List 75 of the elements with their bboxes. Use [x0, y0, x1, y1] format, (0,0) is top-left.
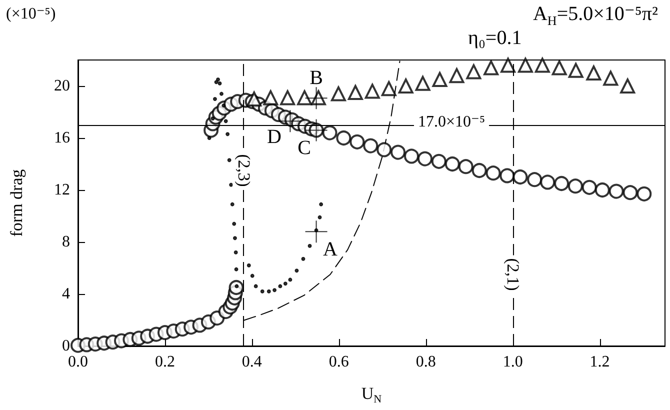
point: [449, 68, 464, 84]
point: [586, 66, 602, 80]
point: [226, 132, 230, 136]
point: [552, 60, 567, 76]
point: [278, 284, 282, 288]
annotation: (2,3): [234, 154, 254, 187]
point: [234, 250, 238, 254]
y-tick-label: 20: [54, 78, 70, 94]
y-tick-label: 0: [62, 338, 70, 354]
point: [318, 215, 322, 220]
point: [207, 136, 212, 140]
point: [319, 202, 324, 206]
point: [620, 78, 636, 94]
x-tick-label: 0.0: [68, 354, 88, 370]
point: [288, 278, 292, 282]
point: [216, 78, 220, 82]
point: [603, 70, 618, 86]
point: [484, 60, 499, 76]
x-tick-label: 1.0: [502, 354, 523, 370]
y-tick-label: 4: [62, 286, 70, 302]
point: [246, 92, 262, 106]
point: [518, 58, 533, 73]
point: [432, 72, 448, 87]
point: [224, 119, 228, 124]
point: [246, 263, 251, 268]
annotation: D: [266, 126, 282, 148]
point: [568, 62, 584, 78]
point: [234, 267, 238, 272]
point: [283, 282, 288, 286]
point: [263, 90, 278, 106]
point: [230, 202, 234, 206]
point: [212, 97, 217, 101]
x-tick-label: 0.8: [416, 354, 436, 370]
point: [297, 90, 312, 106]
annotation: A: [323, 238, 338, 261]
annotation: C: [298, 137, 311, 160]
point: [210, 116, 215, 120]
text: (×10⁻⁵): [6, 6, 56, 22]
point: [301, 256, 306, 261]
point: [500, 58, 516, 73]
point: [272, 288, 277, 292]
annotation: B: [310, 67, 323, 90]
point: [219, 92, 224, 96]
point: [260, 289, 264, 294]
annotation: (2,1): [503, 258, 522, 291]
point: [232, 236, 237, 240]
point: [364, 84, 380, 99]
x-tick-label: 0.2: [154, 354, 175, 370]
x-tick-label: 0.4: [242, 354, 262, 370]
point: [348, 85, 363, 100]
point: [227, 158, 232, 162]
point: [308, 244, 312, 248]
point: [218, 81, 222, 86]
point: [229, 182, 234, 187]
point: [266, 289, 271, 294]
y-tick-label: 12: [54, 182, 70, 198]
text: η₀=0.1: [468, 27, 522, 49]
point: [398, 78, 414, 94]
point: [381, 81, 396, 96]
point: [280, 90, 296, 106]
point: [415, 76, 430, 91]
point: [466, 64, 482, 80]
y-tick-label: 8: [62, 234, 70, 250]
y-axis-title: form drag: [7, 168, 26, 237]
point: [232, 222, 236, 226]
x-tick-label: 0.6: [328, 354, 349, 370]
point: [330, 86, 346, 102]
point: [222, 104, 226, 108]
y-tick-label: 16: [54, 130, 70, 146]
ref-line-label: 17.0×10⁻⁵: [418, 114, 486, 130]
point: [294, 268, 299, 273]
point: [534, 58, 550, 73]
point: [250, 274, 254, 278]
point: [254, 284, 258, 288]
x-tick-label: 1.2: [590, 354, 610, 370]
